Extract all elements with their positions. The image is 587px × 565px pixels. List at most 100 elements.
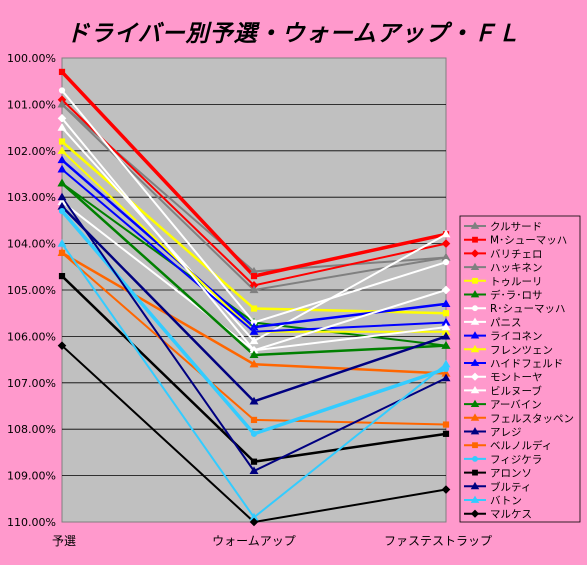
data-point xyxy=(57,155,67,164)
legend-entry: マルケス xyxy=(490,509,532,521)
y-tick-label: 102.00% xyxy=(7,145,56,158)
data-point xyxy=(249,359,259,368)
data-point xyxy=(441,331,451,340)
data-point xyxy=(249,517,259,527)
y-tick-label: 105.00% xyxy=(7,284,56,297)
data-point xyxy=(57,178,67,187)
legend-entry: バリチェロ xyxy=(490,248,543,260)
y-tick-label: 107.00% xyxy=(7,377,56,390)
data-point xyxy=(58,249,66,256)
data-point xyxy=(249,466,259,475)
legend-entry: フィジケラ xyxy=(490,454,542,466)
legend-entry: ベルノルディ xyxy=(490,439,552,452)
legend-entry: アロンソ xyxy=(490,468,532,480)
legend-marker xyxy=(470,249,480,258)
legend-marker xyxy=(470,495,480,503)
legend-marker xyxy=(470,317,480,325)
legend-entry: トゥルーリ xyxy=(490,276,543,288)
y-tick-label: 109.00% xyxy=(7,470,56,483)
x-tick-label: ファステストラップ xyxy=(384,534,492,548)
legend-entry: ブルティ xyxy=(490,480,531,493)
data-point xyxy=(441,485,451,494)
legend-entry: R･シューマッハ xyxy=(490,303,566,315)
legend-entry: クルサード xyxy=(490,221,542,233)
legend-marker xyxy=(472,236,478,243)
legend-marker xyxy=(470,481,480,490)
legend-marker xyxy=(470,509,480,518)
y-tick-label: 108.00% xyxy=(7,423,56,436)
data-point xyxy=(441,373,451,382)
legend-marker xyxy=(470,372,480,381)
legend-entry: ハイドフェルド xyxy=(490,358,563,370)
data-point xyxy=(57,341,67,350)
data-point xyxy=(57,123,67,131)
legend-entry: フレンツェン xyxy=(490,344,553,356)
data-point xyxy=(57,146,67,154)
y-tick-label: 101.00% xyxy=(7,98,56,111)
legend-entry: モントーヤ xyxy=(490,372,543,384)
data-point xyxy=(441,299,451,308)
legend-entry: バトン xyxy=(490,495,522,507)
data-point xyxy=(58,68,66,76)
data-point xyxy=(441,359,451,368)
legend-entry: アレジ xyxy=(490,427,522,439)
data-point xyxy=(249,327,259,335)
data-point xyxy=(57,99,67,108)
data-point xyxy=(57,114,67,123)
data-point xyxy=(442,430,450,437)
y-tick-label: 110.00% xyxy=(7,516,56,529)
legend-entry: ライコネン xyxy=(490,331,543,343)
legend-marker xyxy=(470,427,480,435)
data-point xyxy=(249,285,259,294)
legend-entry: ハッキネン xyxy=(490,262,543,274)
data-point xyxy=(249,336,259,345)
data-point xyxy=(249,350,259,359)
data-point xyxy=(58,272,66,280)
data-point xyxy=(250,416,258,424)
legend-marker xyxy=(472,305,478,312)
data-point xyxy=(57,192,67,201)
data-point xyxy=(441,285,451,295)
data-point xyxy=(58,87,66,94)
legend-entry: M･シューマッハ xyxy=(490,235,567,247)
data-point xyxy=(442,310,450,317)
legend-marker xyxy=(472,469,478,476)
data-point xyxy=(441,322,451,331)
y-tick-label: 104.00% xyxy=(7,238,56,251)
data-point xyxy=(441,229,451,238)
data-point xyxy=(57,164,67,173)
data-point xyxy=(58,208,66,215)
data-point xyxy=(250,430,258,437)
data-point xyxy=(250,272,258,280)
legend-marker xyxy=(470,331,480,339)
legend-entry: パニス xyxy=(490,317,522,329)
legend-entry: アーバイン xyxy=(490,399,542,411)
y-tick-label: 100.00% xyxy=(7,52,56,65)
legend-marker xyxy=(470,413,480,421)
data-point xyxy=(441,239,451,248)
data-point xyxy=(250,458,258,465)
legend-marker xyxy=(470,262,480,270)
x-tick-label: 予選 xyxy=(52,534,76,548)
y-tick-label: 103.00% xyxy=(7,191,56,204)
legend-entry: デ･ラ･ロサ xyxy=(490,289,543,302)
data-point xyxy=(57,239,67,247)
y-tick-label: 106.00% xyxy=(7,330,56,343)
legend-marker xyxy=(470,358,480,366)
legend-entry: フェルスタッペン xyxy=(490,413,574,425)
legend-marker xyxy=(472,277,478,284)
legend-marker xyxy=(470,386,480,394)
legend-marker xyxy=(470,399,480,407)
data-point xyxy=(442,259,450,266)
legend-marker xyxy=(472,456,478,462)
legend-marker xyxy=(470,221,480,229)
data-point xyxy=(249,396,259,405)
data-point xyxy=(441,341,451,349)
data-point xyxy=(442,421,450,428)
data-point xyxy=(58,138,66,145)
legend-marker xyxy=(470,290,480,298)
chart-title: ドライバー別予選・ウォームアップ・ＦＬ xyxy=(66,21,521,47)
legend-marker xyxy=(472,442,478,449)
legend-entry: ビルヌーブ xyxy=(490,384,542,397)
